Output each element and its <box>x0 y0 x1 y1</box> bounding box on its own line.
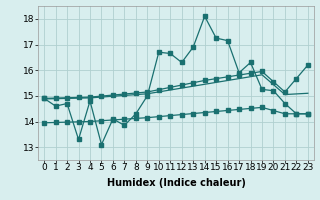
X-axis label: Humidex (Indice chaleur): Humidex (Indice chaleur) <box>107 178 245 188</box>
